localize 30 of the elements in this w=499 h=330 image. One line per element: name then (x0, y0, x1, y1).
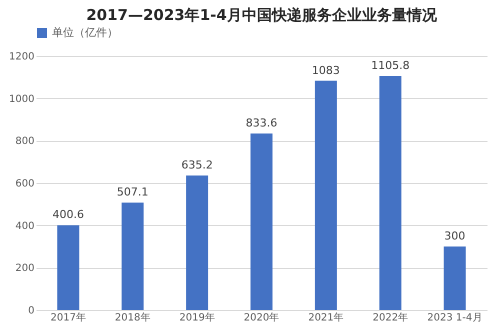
x-tick-label: 2019年 (179, 312, 215, 324)
bar (379, 76, 402, 310)
y-tick-label: 1000 (9, 94, 34, 105)
bar (57, 225, 80, 310)
data-label: 1105.8 (371, 58, 410, 72)
data-label: 635.2 (181, 158, 213, 172)
y-tick-label: 600 (15, 178, 34, 190)
chart-title: 2017—2023年1-4月中国快递服务企业业务量情况 (86, 6, 438, 24)
data-label: 400.6 (52, 208, 84, 222)
legend-label: 单位（亿件） (52, 26, 118, 39)
data-label: 300 (444, 230, 466, 242)
x-tick-label: 2022年 (372, 312, 408, 324)
data-label: 833.6 (246, 116, 278, 130)
x-tick-label: 2018年 (114, 312, 150, 324)
x-tick-label: 2023 1-4月 (427, 312, 482, 324)
bar (186, 176, 208, 310)
x-tick-label: 2021年 (308, 312, 344, 324)
bar (314, 80, 337, 310)
y-tick-label: 1200 (9, 52, 34, 62)
y-tick-label: 400 (15, 220, 34, 232)
y-tick-label: 0 (28, 306, 34, 316)
bar (122, 202, 144, 310)
x-tick-label: 2020年 (244, 312, 280, 324)
bar (250, 134, 272, 310)
data-label: 1083 (312, 64, 340, 77)
y-tick-label: 800 (15, 136, 34, 148)
x-tick-label: 2017年 (50, 312, 86, 324)
bar (444, 246, 466, 310)
data-label: 507.1 (116, 186, 148, 199)
y-tick-label: 200 (15, 263, 34, 274)
